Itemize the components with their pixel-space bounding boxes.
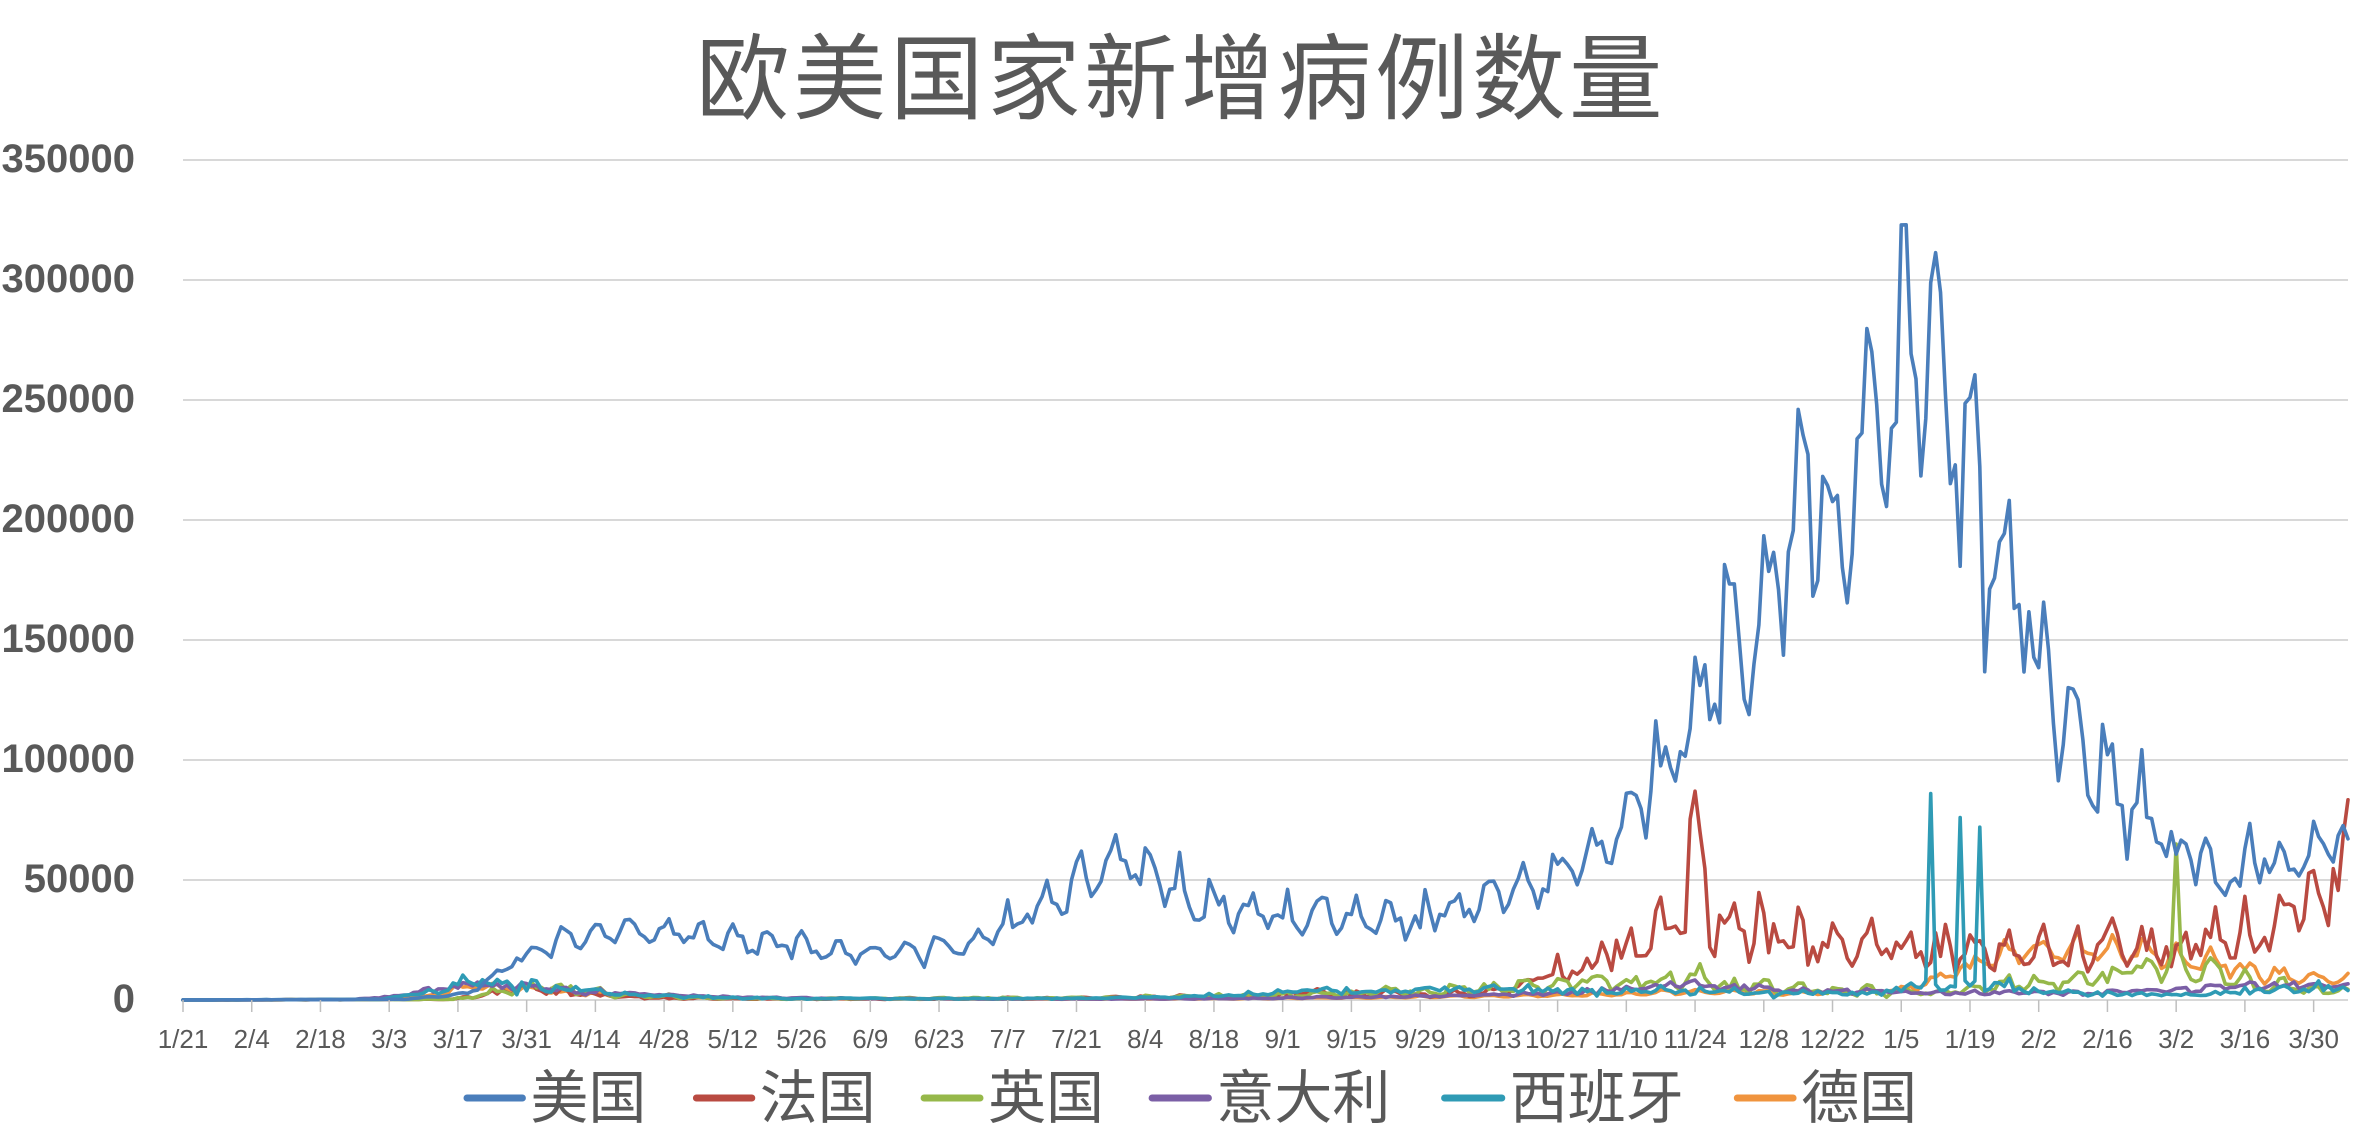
svg-text:200000: 200000 — [2, 497, 135, 541]
svg-text:0: 0 — [113, 977, 135, 1021]
svg-text:6/23: 6/23 — [914, 1024, 965, 1054]
svg-text:5/26: 5/26 — [776, 1024, 827, 1054]
svg-text:11/24: 11/24 — [1663, 1024, 1726, 1054]
svg-text:意大利: 意大利 — [1216, 1066, 1390, 1131]
svg-text:4/28: 4/28 — [639, 1024, 690, 1054]
svg-text:350000: 350000 — [2, 137, 135, 181]
svg-text:9/29: 9/29 — [1395, 1024, 1446, 1054]
svg-text:美国: 美国 — [530, 1066, 646, 1131]
svg-text:3/2: 3/2 — [2158, 1024, 2194, 1054]
svg-text:300000: 300000 — [2, 257, 135, 301]
svg-text:10/13: 10/13 — [1456, 1024, 1521, 1054]
svg-text:2/2: 2/2 — [2021, 1024, 2057, 1054]
svg-text:法国: 法国 — [760, 1066, 876, 1131]
svg-text:150000: 150000 — [2, 617, 135, 661]
svg-text:5/12: 5/12 — [708, 1024, 759, 1054]
svg-text:2/18: 2/18 — [295, 1024, 346, 1054]
svg-text:3/31: 3/31 — [501, 1024, 552, 1054]
svg-text:12/8: 12/8 — [1738, 1024, 1789, 1054]
svg-text:3/16: 3/16 — [2220, 1024, 2271, 1054]
svg-text:西班牙: 西班牙 — [1510, 1066, 1684, 1131]
svg-text:100000: 100000 — [2, 737, 135, 781]
svg-text:英国: 英国 — [988, 1066, 1104, 1131]
svg-text:德国: 德国 — [1801, 1066, 1917, 1131]
svg-text:4/14: 4/14 — [570, 1024, 621, 1054]
svg-text:11/10: 11/10 — [1595, 1024, 1658, 1054]
svg-text:6/9: 6/9 — [852, 1024, 888, 1054]
svg-text:1/19: 1/19 — [1945, 1024, 1996, 1054]
svg-text:8/4: 8/4 — [1127, 1024, 1163, 1054]
svg-text:12/22: 12/22 — [1800, 1024, 1865, 1054]
svg-text:50000: 50000 — [24, 857, 135, 901]
svg-text:9/1: 9/1 — [1265, 1024, 1301, 1054]
svg-text:2/4: 2/4 — [234, 1024, 270, 1054]
svg-text:10/27: 10/27 — [1525, 1024, 1590, 1054]
svg-text:250000: 250000 — [2, 377, 135, 421]
svg-text:7/7: 7/7 — [990, 1024, 1026, 1054]
svg-text:1/5: 1/5 — [1883, 1024, 1919, 1054]
svg-text:9/15: 9/15 — [1326, 1024, 1377, 1054]
svg-text:2/16: 2/16 — [2082, 1024, 2133, 1054]
svg-text:8/18: 8/18 — [1189, 1024, 1240, 1054]
svg-text:7/21: 7/21 — [1051, 1024, 1102, 1054]
svg-text:3/30: 3/30 — [2288, 1024, 2339, 1054]
svg-text:1/21: 1/21 — [158, 1024, 209, 1054]
svg-text:3/17: 3/17 — [433, 1024, 484, 1054]
svg-text:3/3: 3/3 — [371, 1024, 407, 1054]
